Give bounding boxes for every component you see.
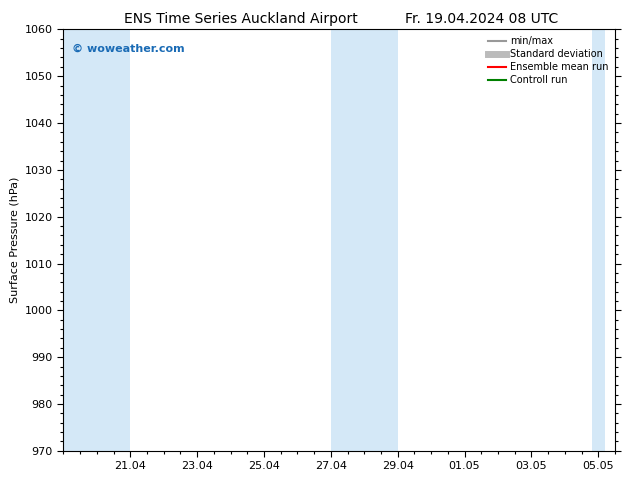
Y-axis label: Surface Pressure (hPa): Surface Pressure (hPa) xyxy=(10,177,19,303)
Legend: min/max, Standard deviation, Ensemble mean run, Controll run: min/max, Standard deviation, Ensemble me… xyxy=(484,32,612,89)
Text: © woweather.com: © woweather.com xyxy=(72,44,184,54)
Text: Fr. 19.04.2024 08 UTC: Fr. 19.04.2024 08 UTC xyxy=(405,12,559,26)
Bar xyxy=(331,29,398,451)
Text: ENS Time Series Auckland Airport: ENS Time Series Auckland Airport xyxy=(124,12,358,26)
Bar xyxy=(63,29,130,451)
Bar xyxy=(592,29,605,451)
